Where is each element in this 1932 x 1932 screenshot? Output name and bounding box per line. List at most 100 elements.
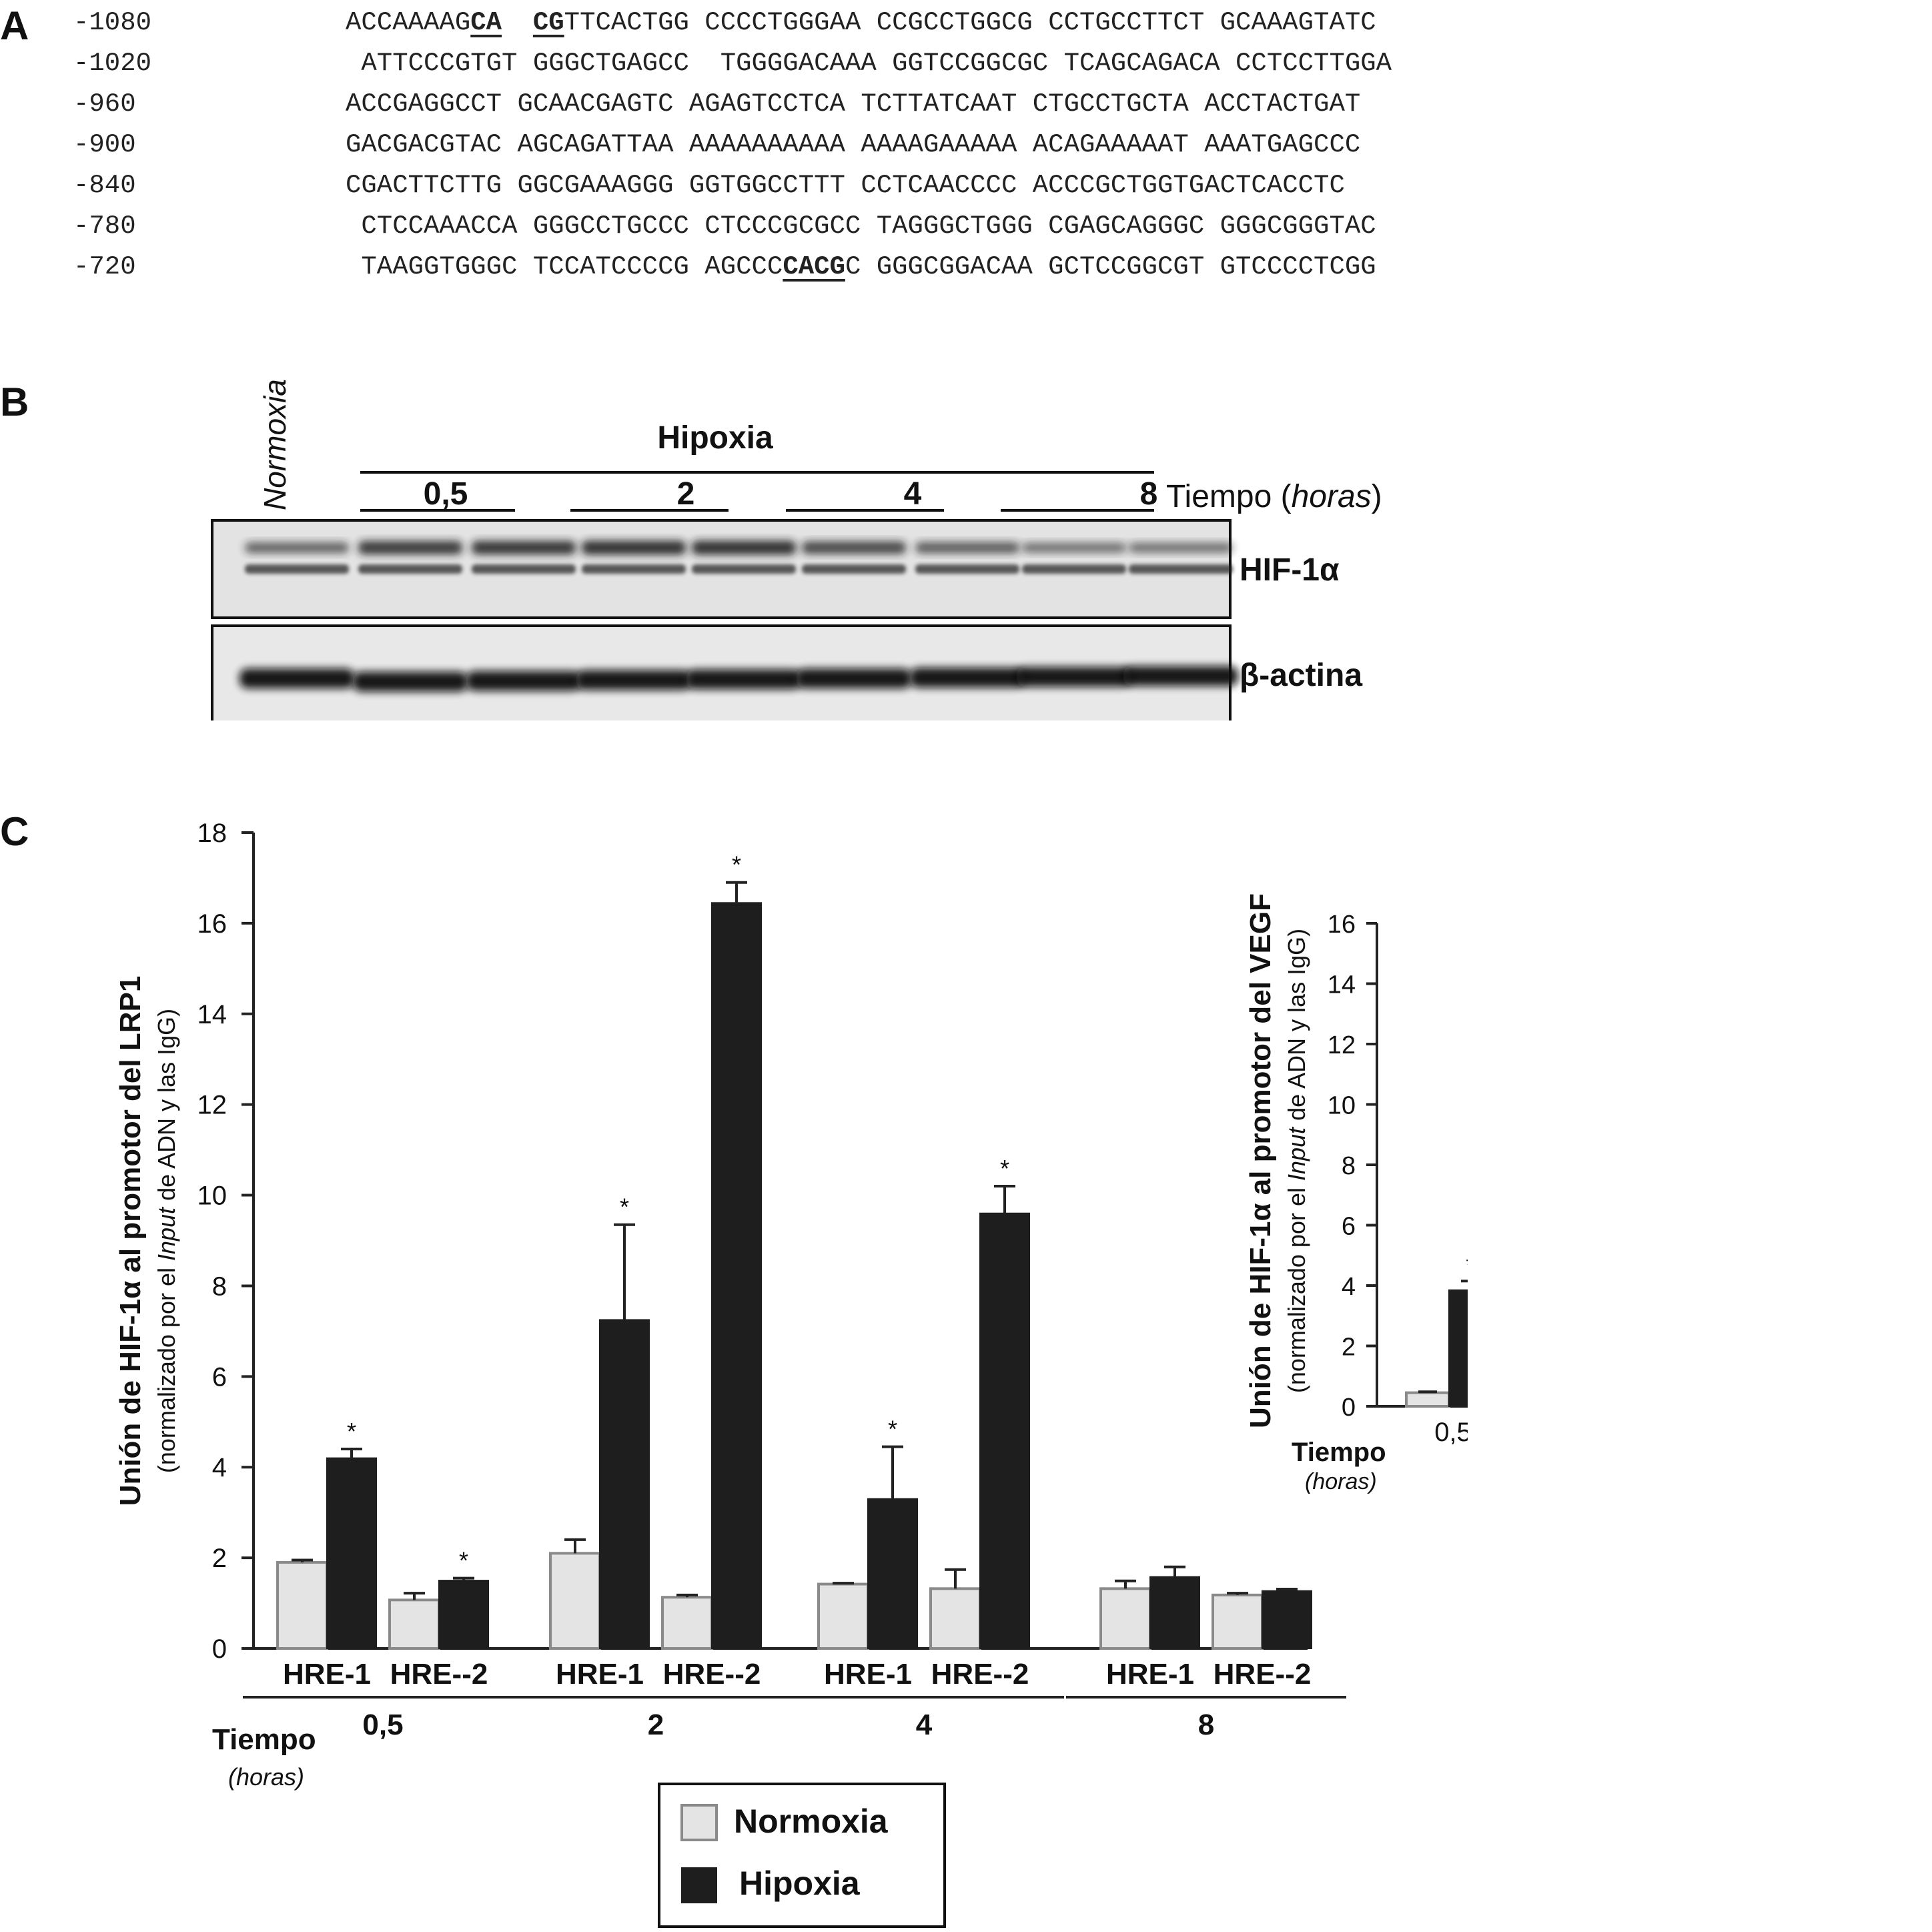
hre-motif: CG (532, 8, 564, 37)
hif-band-upper (472, 540, 576, 555)
hre-motif: CA (470, 8, 502, 37)
vegf-y-tick-label: 12 (1328, 1031, 1356, 1059)
lrp1-bar-normoxia (929, 1587, 981, 1650)
sequence-segment: CGACTTCTTG GGCGAAAGGG GGTGGCCTTT CCTCAAC… (346, 171, 1345, 200)
legend-label-normoxia: Normoxia (734, 1803, 889, 1840)
hypoxia-label: Hipoxia (657, 420, 773, 456)
time-label: 2 (677, 476, 695, 512)
significance-star: * (1466, 1253, 1468, 1278)
actin-bands (239, 666, 1238, 692)
time-label: 8 (1140, 476, 1158, 512)
hif-band-upper (915, 542, 1019, 554)
panel-label-b: B (0, 380, 29, 424)
hif-band-upper (245, 542, 349, 554)
hif-band-lower (582, 564, 686, 574)
actin-band (797, 668, 911, 688)
normoxia-lane-label: Normoxia (258, 379, 292, 510)
lrp1-y-axis-title: Unión de HIF-1α al promotor del LRP1 (114, 976, 147, 1506)
actin-band (1017, 666, 1131, 687)
lrp1-bar-hypoxia (599, 1319, 650, 1650)
sequence-position: -840 (73, 171, 136, 200)
lrp1-y-tick-label: 12 (197, 1091, 227, 1120)
hre-site-label: HRE--2 (663, 1658, 761, 1690)
actin-band (466, 670, 581, 691)
time-axis-label: Tiempo (horas) (1166, 479, 1382, 514)
hif-band-upper (802, 541, 906, 554)
hif-band-upper (358, 540, 462, 555)
lrp1-bar-hypoxia (867, 1498, 918, 1650)
actin-band (239, 668, 354, 688)
lrp1-y-tick-label: 4 (212, 1453, 227, 1482)
hif-band-upper (692, 540, 796, 555)
lrp1-bar-hypoxia (979, 1212, 1030, 1649)
sequence-position: -1080 (73, 8, 152, 37)
sequence-position: -780 (73, 211, 136, 241)
lrp1-bar-normoxia (661, 1596, 713, 1650)
lrp1-bar-hypoxia (438, 1580, 489, 1649)
lrp1-bar-hypoxia (326, 1457, 377, 1649)
time-group-label: 0,5 (362, 1709, 403, 1741)
sequence-text: TAAGGTGGGC TCCATCCCCG AGCCCCACGC GGGCGGA… (346, 252, 1376, 282)
time-group-label: 2 (648, 1709, 664, 1741)
sequence-segment: C GGGCGGACAA GCTCCGGCGT GTCCCCTCGG (845, 252, 1376, 282)
vegf-y-tick-label: 10 (1328, 1092, 1356, 1120)
sequence-segment (502, 8, 533, 37)
vegf-y-axis-subtitle: (normalizado por el Input de ADN y las I… (1283, 929, 1310, 1393)
lrp1-y-tick-label: 8 (212, 1272, 227, 1301)
chip-bar-charts: 0 2 4 6 8 10 12 14 16 18 Unión de HIF-1α al promot… (114, 819, 1851, 1928)
panel-label-c: C (0, 809, 29, 854)
lrp1-y-tick-label: 2 (212, 1544, 227, 1573)
lrp1-y-tick-label: 16 (197, 909, 227, 939)
sequence-segment: TAAGGTGGGC TCCATCCCCG AGCCC (346, 252, 783, 282)
significance-star: * (620, 1193, 629, 1221)
vegf-y-tick-label: 14 (1328, 971, 1356, 999)
vegf-y-tick-label: 4 (1342, 1273, 1356, 1301)
hif-band-lower (358, 564, 462, 574)
time-label: 0,5 (424, 476, 468, 512)
sequence-segment: TTCACTGG CCCCTGGGAA CCGCCTGGCG CCTGCCTTC… (564, 8, 1376, 37)
lrp1-y-tick-label: 6 (212, 1362, 227, 1392)
vegf-y-axis-title: Unión de HIF-1α al promotor del VEGF (1244, 893, 1277, 1428)
legend-swatch-hypoxia (681, 1867, 717, 1903)
lrp1-bar-hypoxia (1262, 1590, 1312, 1649)
lrp1-y-tick-label: 10 (197, 1181, 227, 1211)
chip-chart-panel: 0 2 4 6 8 10 12 14 16 18 Unión de HIF-1α al promot… (0, 801, 1851, 1929)
vegf-time-unit: (horas) (1305, 1469, 1377, 1494)
hre-site-label: HRE--2 (1214, 1658, 1312, 1690)
hif-band-lower (692, 564, 796, 574)
vegf-y-tick-label: 6 (1342, 1213, 1356, 1241)
hre-site-label: HRE--2 (390, 1658, 488, 1690)
lrp1-time-label: Tiempo (212, 1723, 316, 1756)
lrp1-y-tick-label: 0 (212, 1634, 227, 1664)
sequence-text: CTCCAAACCA GGGCCTGCCC CTCCCGCGCC TAGGGCT… (346, 211, 1376, 241)
time-group-label: 4 (916, 1709, 933, 1741)
vegf-y-tick-label: 8 (1342, 1152, 1356, 1180)
hif-band-lower (1129, 564, 1233, 574)
western-blot-svg: Normoxia Hipoxia 0,5 2 4 8 Tiempo (horas) H… (211, 379, 1382, 727)
sequence-position: -720 (73, 252, 136, 282)
lrp1-bar-normoxia (388, 1598, 440, 1650)
sequence-segment: ACCGAGGCCT GCAACGAGTC AGAGTCCTCA TCTTATC… (346, 89, 1361, 119)
sequence-text: GACGACGTAC AGCAGATTAA AAAAAAAAAA AAAAGAA… (346, 130, 1360, 159)
time-group-label: 8 (1198, 1709, 1214, 1741)
panel-label-a: A (0, 3, 29, 48)
hre-site-label: HRE-1 (824, 1658, 912, 1690)
sequence-segment: ATTCCCGTGT GGGCTGAGCC TGGGGACAAA GGTCCGG… (346, 49, 1392, 78)
hif-bands (245, 540, 1233, 574)
actin-band (910, 667, 1025, 688)
sequence-text: CGACTTCTTG GGCGAAAGGG GGTGGCCTTT CCTCAAC… (346, 171, 1345, 200)
significance-star: * (347, 1418, 356, 1445)
significance-star: * (1000, 1155, 1009, 1182)
legend-swatch-normoxia (680, 1804, 718, 1841)
sequence-segment: CTCCAAACCA GGGCCTGCCC CTCCCGCGCC TAGGGCT… (346, 211, 1376, 241)
lrp1-bar-normoxia (1212, 1593, 1264, 1650)
actin-band (576, 670, 691, 690)
hif-band-upper (582, 540, 686, 555)
vegf-y-tick-label: 16 (1328, 911, 1356, 939)
hif-band-lower (802, 564, 906, 574)
hif-band-lower (915, 564, 1019, 574)
vegf-bar-normoxia (1405, 1391, 1450, 1408)
lrp1-bar-normoxia (549, 1552, 601, 1650)
hif-band-upper (1129, 542, 1233, 553)
lrp1-bar-normoxia (1099, 1587, 1151, 1650)
